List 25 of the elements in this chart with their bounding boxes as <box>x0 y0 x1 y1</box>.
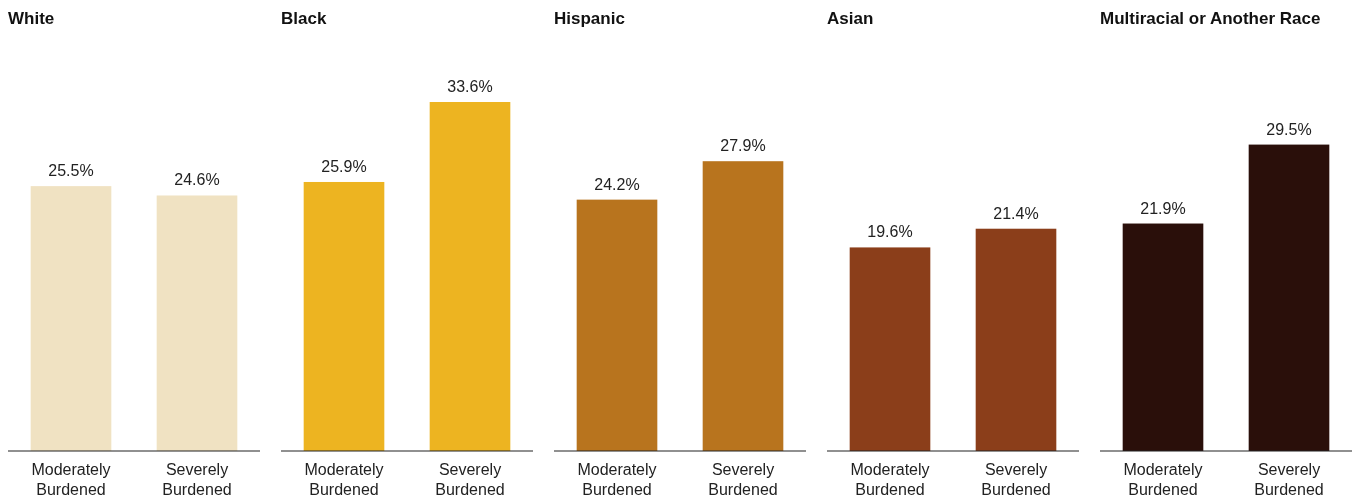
x-tick-label: Severely Burdened <box>1254 461 1324 498</box>
x-tick-label: Severely Burdened <box>162 461 232 498</box>
x-tick-label: Severely Burdened <box>435 461 505 498</box>
chart-title: Asian <box>827 9 874 28</box>
x-tick-label: Moderately Burdened <box>850 461 930 498</box>
chart-title: Multiracial or Another Race <box>1100 9 1321 28</box>
chart-title: White <box>8 9 55 28</box>
data-label: 24.6% <box>174 171 220 189</box>
data-label: 24.2% <box>594 175 640 193</box>
x-tick-label: Severely Burdened <box>708 461 778 498</box>
data-label: 19.6% <box>867 223 913 241</box>
data-label: 33.6% <box>447 78 493 95</box>
x-tick-label: Moderately Burdened <box>31 461 111 498</box>
data-label: 29.5% <box>1266 120 1312 138</box>
x-tick-label: Moderately Burdened <box>304 461 384 498</box>
data-label: 21.9% <box>1140 199 1186 217</box>
x-tick-label: Moderately Burdened <box>1123 461 1203 498</box>
data-label: 27.9% <box>720 137 766 155</box>
chart-title: Hispanic <box>554 9 625 28</box>
data-label: 25.9% <box>321 157 367 175</box>
x-tick-label: Moderately Burdened <box>577 461 657 498</box>
data-label: 21.4% <box>993 204 1039 222</box>
chart-title: Black <box>281 9 327 28</box>
data-label: 25.5% <box>48 162 94 180</box>
x-tick-label: Severely Burdened <box>981 461 1051 498</box>
